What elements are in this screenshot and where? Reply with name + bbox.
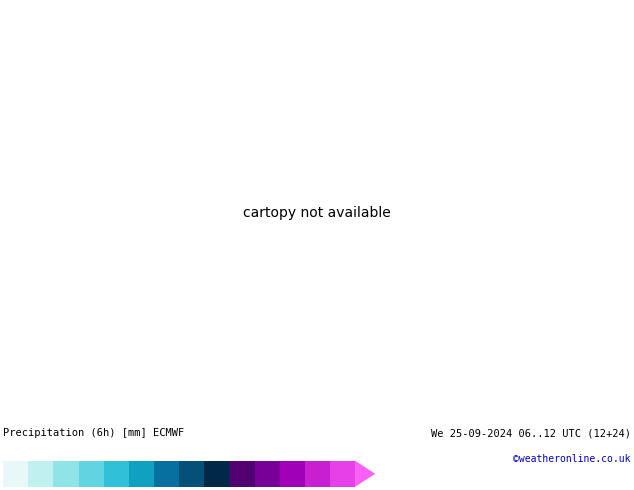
Bar [204, 461, 230, 487]
Text: We 25-09-2024 06..12 UTC (12+24): We 25-09-2024 06..12 UTC (12+24) [431, 428, 631, 438]
Bar [305, 461, 330, 487]
Bar [179, 461, 204, 487]
Bar [53, 461, 79, 487]
Bar [3, 461, 29, 487]
Bar [154, 461, 179, 487]
Text: ©weatheronline.co.uk: ©weatheronline.co.uk [514, 454, 631, 465]
Bar [129, 461, 154, 487]
Text: cartopy not available: cartopy not available [243, 206, 391, 220]
Bar [29, 461, 53, 487]
Bar [79, 461, 104, 487]
Bar [254, 461, 280, 487]
Bar [330, 461, 355, 487]
Polygon shape [355, 461, 375, 487]
Bar [104, 461, 129, 487]
Text: Precipitation (6h) [mm] ECMWF: Precipitation (6h) [mm] ECMWF [3, 428, 184, 438]
Bar [230, 461, 254, 487]
Bar [280, 461, 305, 487]
